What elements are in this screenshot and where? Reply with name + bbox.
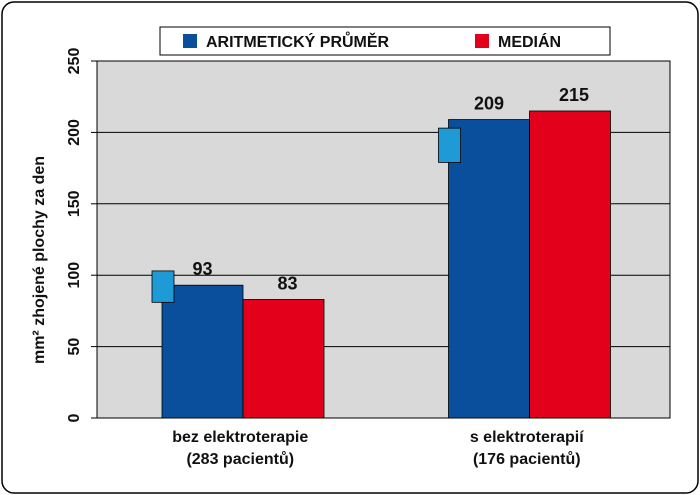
y-axis-ticks: 0 50 100 150 200 250 xyxy=(66,48,97,422)
value-label: 209 xyxy=(474,94,504,114)
error-markers xyxy=(151,127,461,303)
bar-mean-1 xyxy=(448,119,530,419)
value-labels: 93 83 209 215 xyxy=(192,85,589,293)
category-label: (176 pacientů) xyxy=(473,451,581,468)
x-axis-categories: bez elektroterapie (283 pacientů) s elektr… xyxy=(172,429,584,468)
y-tick-label: 100 xyxy=(66,262,83,289)
value-label: 93 xyxy=(192,259,212,279)
y-tick-label: 50 xyxy=(66,338,83,356)
value-label: 83 xyxy=(277,273,297,293)
y-tick-label: 250 xyxy=(66,48,83,75)
legend: ARITMETICKÝ PRŮMĚR MEDIÁN xyxy=(159,26,611,56)
legend-label-median: MEDIÁN xyxy=(498,32,561,51)
value-label: 215 xyxy=(559,85,589,105)
y-tick-label: 150 xyxy=(66,190,83,217)
y-tick-label: 0 xyxy=(66,413,83,422)
bar-mean-0 xyxy=(161,284,244,419)
y-axis-label: mm² zhojené plochy za den xyxy=(31,156,48,364)
error-marker xyxy=(151,270,175,303)
legend-swatch-aritmeticky-prumer xyxy=(183,34,197,48)
bar-median-0 xyxy=(242,299,325,419)
category-label: (283 pacientů) xyxy=(186,451,294,468)
y-tick-label: 200 xyxy=(66,119,83,146)
category-label: bez elektroterapie xyxy=(172,429,308,446)
category-label: s elektroterapií xyxy=(470,429,584,446)
bars xyxy=(161,110,611,419)
error-marker xyxy=(438,127,461,163)
legend-box xyxy=(159,26,611,56)
legend-swatch-median xyxy=(475,34,489,48)
bar-median-1 xyxy=(529,110,611,419)
legend-label-aritmeticky-prumer: ARITMETICKÝ PRŮMĚR xyxy=(206,31,390,51)
